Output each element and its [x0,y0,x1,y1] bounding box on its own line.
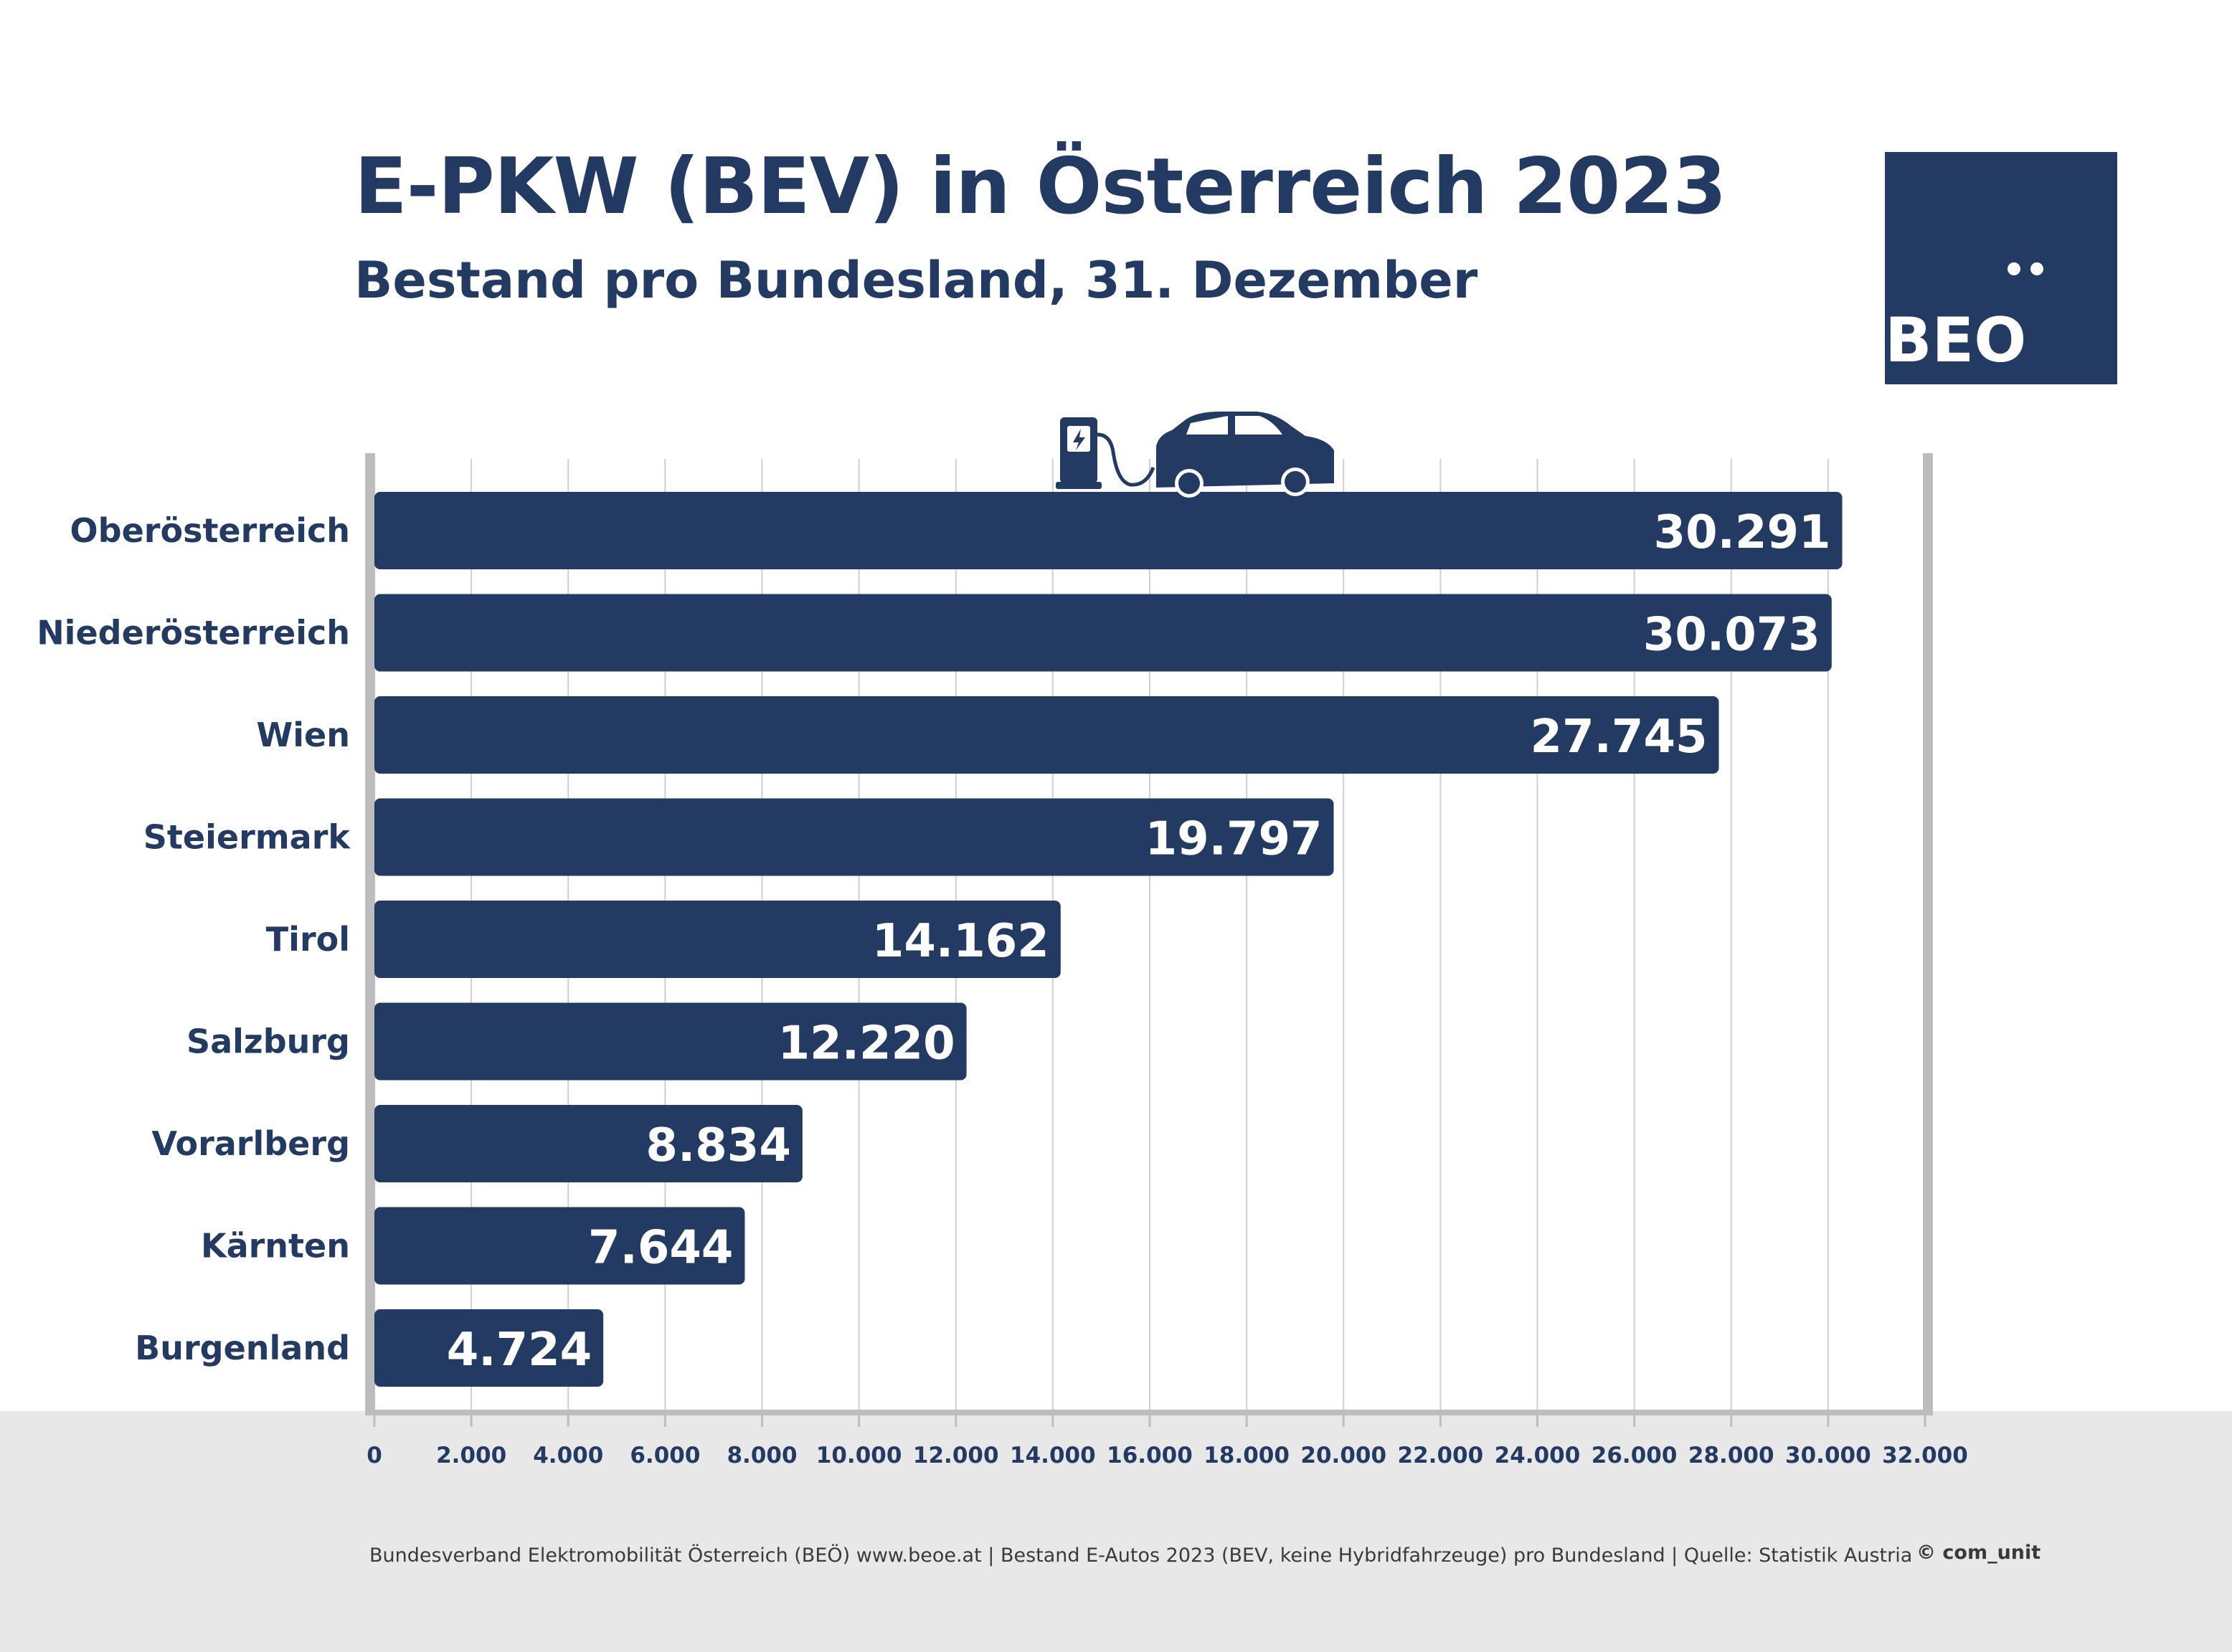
bar [374,1309,604,1387]
bar-value-label: 27.745 [1531,711,1708,764]
bar-value-label: 7.644 [588,1222,733,1275]
bar [374,696,1719,774]
x-tick-label: 6.000 [630,1443,700,1468]
category-label: Salzburg [186,1022,350,1061]
x-tick-label: 10.000 [816,1443,902,1468]
bar [374,798,1334,876]
copyright-text: © com_unit [1916,1542,2041,1564]
x-tick-label: 14.000 [1010,1443,1096,1468]
x-tick-label: 30.000 [1785,1443,1871,1468]
x-tick-label: 2.000 [436,1443,506,1468]
bar-value-label: 8.834 [646,1119,790,1172]
category-label: Wien [257,716,350,754]
category-labels: Oberösterreich Niederösterreich Wien Steier… [37,511,351,1367]
bar [374,492,1843,569]
bar-value-label: 30.073 [1643,609,1820,662]
x-tick-label: 22.000 [1398,1443,1484,1468]
x-tick-label: 0 [367,1443,382,1468]
x-tick-label: 16.000 [1107,1443,1193,1468]
x-tick-label: 8.000 [727,1443,797,1468]
electric-car-icon [1156,412,1334,498]
category-label: Niederösterreich [37,614,350,652]
bar [374,594,1832,672]
chart-title: E-PKW (BEV) in Österreich 2023 [354,142,1727,232]
x-tick-label: 32.000 [1882,1443,1968,1468]
category-label: Vorarlberg [151,1124,350,1163]
footer-band [0,1411,2232,1652]
beo-logo: BEO [1885,152,2117,384]
x-tick-label: 26.000 [1592,1443,1678,1468]
x-tick-label: 12.000 [913,1443,999,1468]
x-tick-label: 4.000 [533,1443,603,1468]
bars: 30.291 30.073 27.745 19.797 14.162 12.220 8.83… [374,492,1843,1387]
x-tick-label: 18.000 [1204,1443,1290,1468]
category-label: Tirol [266,920,350,959]
charging-station-icon [1056,417,1155,489]
bar-value-label: 14.162 [872,915,1049,968]
category-label: Steiermark [143,818,351,857]
bar-value-label: 4.724 [447,1324,592,1377]
bar-value-label: 19.797 [1145,813,1323,866]
category-label: Burgenland [135,1329,350,1367]
chart-subtitle: Bestand pro Bundesland, 31. Dezember [354,251,1478,310]
category-label: Kärnten [201,1227,350,1266]
chart-frame [365,453,1933,1415]
x-tick-label: 24.000 [1495,1443,1581,1468]
x-tick-label: 20.000 [1300,1443,1386,1468]
logo-text: BEO [1885,305,2027,376]
bar [374,1105,803,1182]
footer-source-note: Bundesverband Elektromobilität Österreic… [369,1544,1913,1567]
bar-value-label: 30.291 [1654,506,1831,559]
bar [374,1002,967,1081]
bar [374,901,1061,978]
bar-value-label: 12.220 [778,1017,955,1071]
x-tick-labels: 0 2.000 4.000 6.000 8.000 10.000 12.000 14.000 1… [367,1443,1968,1468]
x-tick-label: 28.000 [1688,1443,1774,1468]
category-label: Oberösterreich [70,511,350,550]
bar [374,1207,745,1285]
